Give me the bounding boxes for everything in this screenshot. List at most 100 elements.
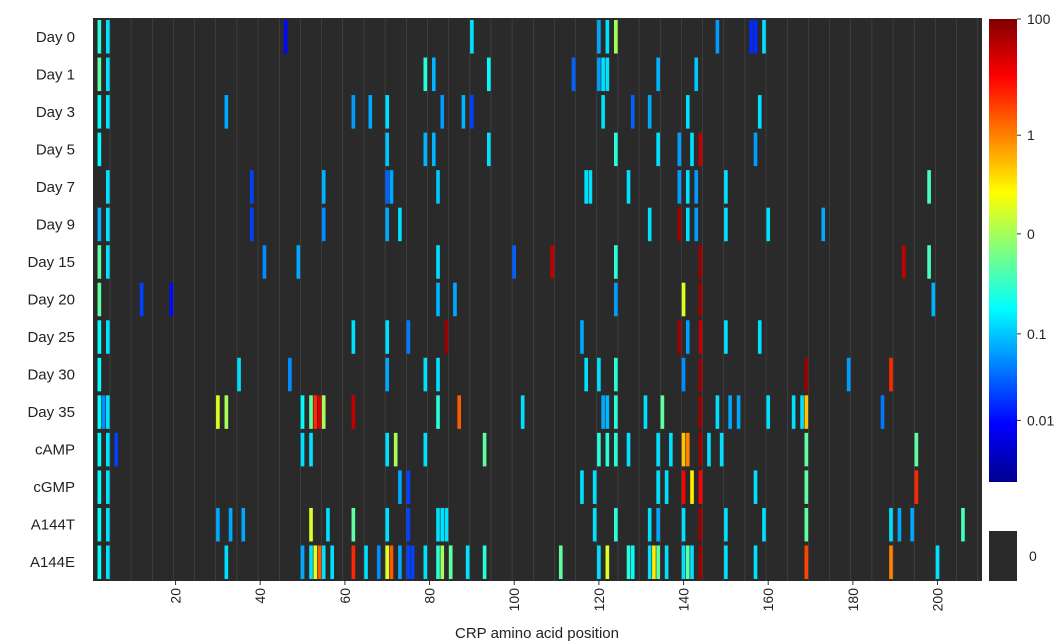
heatmap-cell (715, 395, 720, 429)
heatmap-cell (97, 357, 102, 392)
heatmap-cell (690, 470, 694, 504)
heatmap-cell (614, 432, 618, 467)
row-label: Day 1 (36, 66, 75, 83)
x-tick-label: 120 (591, 588, 607, 612)
heatmap-cell (457, 395, 461, 429)
row-label: Day 0 (36, 29, 75, 46)
heatmap-cell (728, 395, 732, 429)
heatmap-cell (461, 95, 466, 129)
heatmap-cell (385, 95, 390, 129)
x-tick-label: 180 (845, 588, 861, 612)
heatmap-cell (97, 20, 102, 54)
heatmap-cell (753, 545, 758, 579)
heatmap-cell (647, 545, 652, 579)
heatmap-cell (444, 320, 449, 354)
heatmap-cell (724, 170, 728, 204)
heatmap-cells (97, 20, 965, 579)
heatmap-cell (330, 545, 334, 579)
heatmap-cell (406, 470, 411, 504)
heatmap-cell (393, 432, 398, 467)
heatmap-cell (927, 245, 931, 279)
heatmap-cell (385, 432, 390, 467)
heatmap-cell (592, 507, 597, 542)
x-tick-label: 160 (760, 588, 776, 612)
heatmap-cell (106, 57, 110, 92)
heatmap-cell (685, 545, 690, 579)
heatmap-cell (169, 282, 174, 317)
heatmap-cell (685, 432, 690, 467)
heatmap-cell (436, 395, 440, 429)
heatmap-cell (106, 320, 110, 354)
heatmap-cell (97, 545, 102, 579)
heatmap-cell (228, 507, 233, 542)
row-label: Day 15 (27, 254, 75, 271)
heatmap-cell (241, 507, 246, 542)
heatmap-cell (520, 395, 525, 429)
heatmap-cell (614, 357, 618, 392)
heatmap-cell (766, 395, 771, 429)
heatmap-cell (406, 545, 411, 579)
heatmap-cell (605, 20, 610, 54)
heatmap-cell (677, 132, 682, 167)
heatmap-cell (97, 507, 102, 542)
heatmap-cell (736, 395, 741, 429)
heatmap-cell (385, 545, 390, 579)
heatmap-cell (224, 95, 229, 129)
heatmap-cell (677, 207, 682, 242)
heatmap-cell (753, 132, 758, 167)
heatmap-cell (626, 170, 631, 204)
heatmap-cell (406, 320, 411, 354)
heatmap-cell (385, 132, 390, 167)
heatmap-cell (317, 395, 322, 429)
heatmap-cell (698, 320, 703, 354)
heatmap-cell (106, 395, 110, 429)
heatmap-cell (487, 57, 491, 92)
heatmap-cell (698, 545, 703, 579)
heatmap-cell (597, 357, 601, 392)
heatmap-cell (614, 245, 618, 279)
heatmap-cell (580, 470, 584, 504)
heatmap-cell (423, 57, 428, 92)
heatmap-cell (262, 245, 267, 279)
colorbar-tick-label: 0.1 (1027, 326, 1047, 342)
row-label: Day 5 (36, 141, 75, 158)
heatmap-cell (804, 545, 809, 579)
heatmap-cell (961, 507, 965, 542)
heatmap-cell (482, 545, 487, 579)
heatmap-cell (614, 395, 618, 429)
heatmap-cell (804, 357, 809, 392)
heatmap-cell (715, 20, 720, 54)
heatmap-cell (288, 357, 292, 392)
x-tick-label: 80 (422, 588, 438, 604)
heatmap-cell (724, 320, 728, 354)
heatmap-cell (317, 545, 322, 579)
heatmap-cell (690, 545, 694, 579)
heatmap-cell (398, 207, 402, 242)
heatmap-cell (889, 507, 893, 542)
colorbar-zero-label: 0 (1029, 548, 1037, 564)
x-tick-label: 60 (337, 588, 353, 604)
heatmap-cell (385, 320, 390, 354)
heatmap-cell (389, 545, 394, 579)
heatmap-cell (436, 170, 440, 204)
heatmap-cell (237, 357, 241, 392)
heatmap-cell (605, 432, 610, 467)
colorbar-tick-label: 100 (1027, 11, 1051, 27)
heatmap-cell (685, 207, 690, 242)
heatmap-cell (364, 545, 368, 579)
heatmap-cell (368, 95, 373, 129)
heatmap-cell (224, 545, 229, 579)
heatmap-cell (724, 545, 728, 579)
heatmap-cell (753, 20, 758, 54)
heatmap-cell (406, 507, 411, 542)
heatmap-cell (601, 57, 605, 92)
heatmap-cell (757, 320, 762, 354)
heatmap-cell (326, 507, 330, 542)
heatmap-cell (398, 470, 402, 504)
heatmap-cell (296, 245, 301, 279)
heatmap-cell (385, 207, 390, 242)
heatmap-cell (423, 357, 428, 392)
heatmap-cell (97, 395, 102, 429)
heatmap-cell (309, 395, 313, 429)
heatmap-cell (681, 432, 686, 467)
